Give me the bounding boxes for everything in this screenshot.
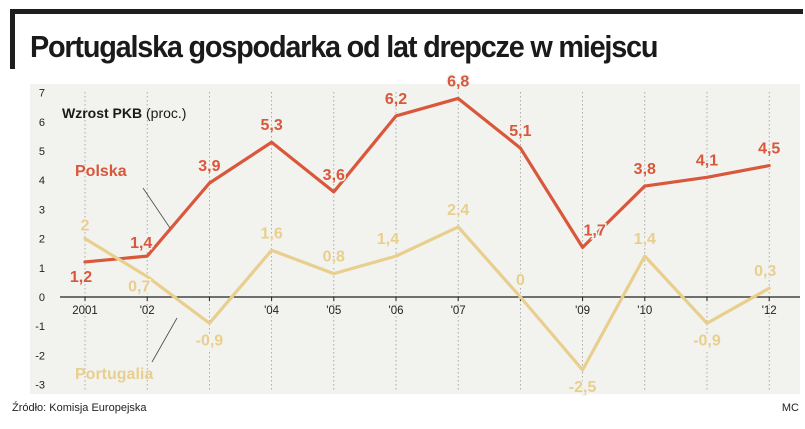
x-tick-label: '04 [264,305,280,317]
y-tick-label: 7 [39,88,45,100]
y-tick-label: 3 [39,204,45,216]
portugal-data-label: 0,3 [754,263,776,280]
y-tick-label: 1 [39,263,45,275]
x-tick-label: 2001 [72,305,98,317]
poland-data-label: 4,1 [696,152,718,169]
poland-data-label: 6,2 [385,91,407,108]
y-tick-label: 0 [39,292,45,304]
poland-data-label: 1,2 [70,269,92,286]
poland-data-label: 3,8 [634,161,656,178]
poland-data-label: 5,3 [260,117,282,134]
poland-series-label: Polska [75,163,127,180]
portugal-data-label: 2,4 [447,202,469,219]
y-tick-label: -3 [35,380,45,392]
left-rule [10,9,15,69]
x-tick-label: '10 [637,305,652,317]
poland-data-label: 1,7 [583,222,605,239]
y-tick-label: -2 [35,350,45,362]
x-tick-label: '12 [762,305,777,317]
chart-title: Portugalska gospodarka od lat drepcze w … [30,29,658,64]
x-tick-label: '07 [451,305,466,317]
y-tick-label: 5 [39,146,45,158]
portugal-data-label: 0,7 [128,279,150,296]
poland-leader-line [142,187,171,229]
portugal-data-label: -2,5 [569,379,597,396]
top-rule [10,9,803,14]
x-tick-label: '06 [389,305,404,317]
poland-data-label: 4,5 [758,141,780,158]
plot-background [30,84,800,394]
x-tick-label: '05 [326,305,341,317]
poland-data-label: 6,8 [447,73,469,90]
poland-data-label: 1,4 [130,235,152,252]
y-tick-label: 2 [39,234,45,246]
poland-data-label: 3,9 [198,158,220,175]
poland-data-label: 3,6 [323,167,345,184]
y-tick-label: 4 [39,175,45,187]
portugal-data-label: 1,6 [260,225,282,242]
y-axis-title: Wzrost PKB (proc.) [62,105,186,121]
portugal-data-label: -0,9 [196,332,224,349]
author-credit: MC [781,402,799,414]
y-tick-label: -1 [35,321,45,333]
portugal-data-label: 0 [516,272,525,289]
portugal-line [83,225,771,372]
portugal-data-label: 2 [81,218,90,235]
source-note: Źródło: Komisja Europejska [12,402,147,414]
portugal-series-label: Portugalia [75,366,153,383]
portugal-data-label: -0,9 [693,332,721,349]
x-tick-label: '02 [140,305,155,317]
portugal-data-label: 0,8 [323,249,345,266]
poland-data-label: 5,1 [509,123,531,140]
portugal-data-label: 1,4 [634,231,656,248]
portugal-leader-line [151,317,178,363]
x-tick-label: '09 [575,305,590,317]
poland-line [83,96,771,264]
y-tick-label: 6 [39,117,45,129]
portugal-data-label: 1,4 [377,231,399,248]
